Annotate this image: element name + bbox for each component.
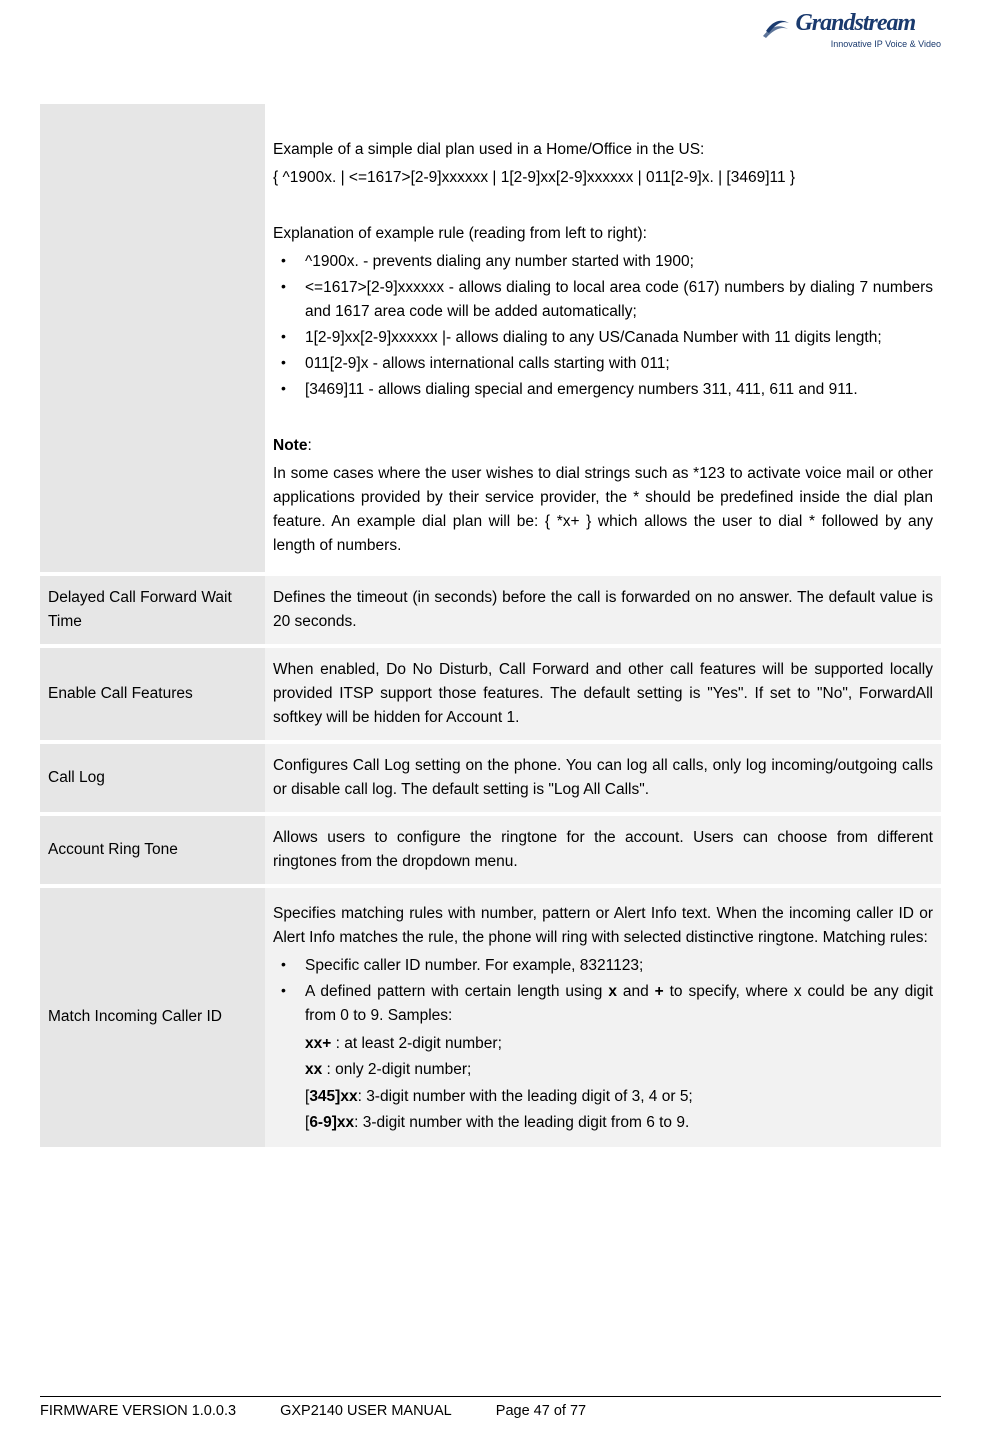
match-bullets: Specific caller ID number. For example, … (273, 954, 933, 1028)
sample-text: : 3-digit number with the leading digit … (358, 1088, 693, 1105)
sample-line: [6-9]xx: 3-digit number with the leading… (273, 1111, 933, 1135)
setting-label-cell: Call Log (40, 744, 265, 812)
logo-swoosh-icon (761, 11, 791, 41)
note-block: Note: (273, 434, 933, 458)
example-intro: Example of a simple dial plan used in a … (273, 138, 933, 162)
bold-x: x (608, 983, 617, 1000)
footer-manual: GXP2140 USER MANUAL (280, 1403, 452, 1419)
setting-desc-cell: When enabled, Do No Disturb, Call Forwar… (265, 648, 941, 740)
table-row: Delayed Call Forward Wait Time Defines t… (40, 576, 941, 644)
sample-text: : 3-digit number with the leading digit … (354, 1114, 689, 1131)
list-item: ^1900x. - prevents dialing any number st… (305, 250, 933, 274)
document-page: Grandstream Innovative IP Voice & Video … (0, 0, 981, 1444)
logo-brand-text: Grandstream (795, 10, 915, 36)
list-item: 011[2-9]x - allows international calls s… (305, 352, 933, 376)
sample-bold: xx+ (305, 1035, 331, 1052)
match-intro: Specifies matching rules with number, pa… (273, 902, 933, 950)
list-item: A defined pattern with certain length us… (305, 980, 933, 1028)
sample-line: xx+ : at least 2-digit number; (273, 1032, 933, 1056)
setting-label-cell: Delayed Call Forward Wait Time (40, 576, 265, 644)
sample-line: xx : only 2-digit number; (273, 1058, 933, 1082)
sample-bold: 6-9]xx (309, 1114, 354, 1131)
setting-desc-cell: Configures Call Log setting on the phone… (265, 744, 941, 812)
sample-bold: 345]xx (309, 1088, 357, 1105)
setting-label-cell: Match Incoming Caller ID (40, 888, 265, 1146)
settings-table: Example of a simple dial plan used in a … (40, 100, 941, 1151)
explain-bullets: ^1900x. - prevents dialing any number st… (273, 250, 933, 402)
table-row: Account Ring Tone Allows users to config… (40, 816, 941, 884)
bold-plus: + (655, 983, 664, 1000)
list-item: Specific caller ID number. For example, … (305, 954, 933, 978)
text: A defined pattern with certain length us… (305, 983, 608, 1000)
footer-firmware: FIRMWARE VERSION 1.0.0.3 (40, 1403, 236, 1419)
list-item: <=1617>[2-9]xxxxxx - allows dialing to l… (305, 276, 933, 324)
sample-text: : at least 2-digit number; (331, 1035, 502, 1052)
page-footer: FIRMWARE VERSION 1.0.0.3 GXP2140 USER MA… (40, 1396, 941, 1419)
table-row: Example of a simple dial plan used in a … (40, 104, 941, 572)
brand-logo: Grandstream Innovative IP Voice & Video (761, 10, 941, 65)
setting-label-cell: Enable Call Features (40, 648, 265, 740)
table-row: Call Log Configures Call Log setting on … (40, 744, 941, 812)
example-rule: { ^1900x. | <=1617>[2-9]xxxxxx | 1[2-9]x… (273, 166, 933, 190)
list-item: 1[2-9]xx[2-9]xxxxxx |- allows dialing to… (305, 326, 933, 350)
table-row: Match Incoming Caller ID Specifies match… (40, 888, 941, 1146)
footer-page: Page 47 of 77 (496, 1403, 586, 1419)
table-row: Enable Call Features When enabled, Do No… (40, 648, 941, 740)
setting-label-cell: Account Ring Tone (40, 816, 265, 884)
list-item: [3469]11 - allows dialing special and em… (305, 378, 933, 402)
sample-bold: xx (305, 1061, 322, 1078)
setting-desc-cell: Example of a simple dial plan used in a … (265, 104, 941, 572)
sample-line: [345]xx: 3-digit number with the leading… (273, 1085, 933, 1109)
setting-desc-cell: Allows users to configure the ringtone f… (265, 816, 941, 884)
explain-intro: Explanation of example rule (reading fro… (273, 222, 933, 246)
note-label: Note (273, 437, 307, 454)
setting-label-cell (40, 104, 265, 572)
setting-desc-cell: Specifies matching rules with number, pa… (265, 888, 941, 1146)
note-text: In some cases where the user wishes to d… (273, 462, 933, 558)
text: and (617, 983, 655, 1000)
sample-text: : only 2-digit number; (322, 1061, 471, 1078)
setting-desc-cell: Defines the timeout (in seconds) before … (265, 576, 941, 644)
